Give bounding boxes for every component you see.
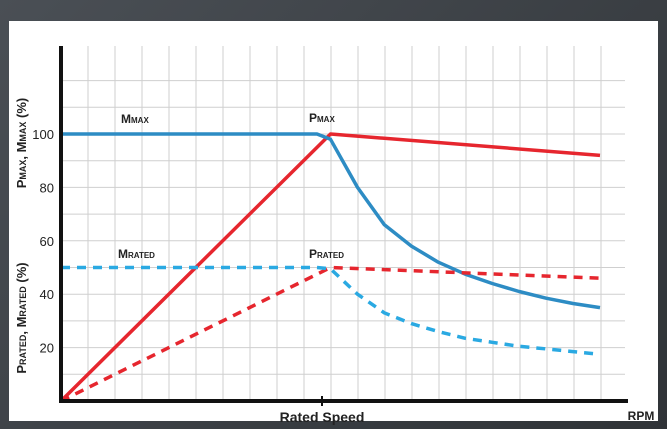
chart-panel bbox=[9, 21, 658, 421]
axes bbox=[59, 46, 628, 406]
y-axis-label-bottom: PRATED, MRATED (%) bbox=[14, 262, 29, 373]
y-axis-label-top: PMAX, MMAX (%) bbox=[14, 98, 29, 189]
annotation-p-max: PMAX bbox=[309, 111, 335, 125]
series-line-0 bbox=[59, 132, 601, 403]
annotation-p-rated: PRATED bbox=[309, 247, 344, 261]
x-axis-label: Rated Speed bbox=[280, 409, 365, 425]
y-tick-label: 100 bbox=[32, 127, 54, 142]
y-tick-label: 60 bbox=[40, 234, 54, 249]
annotation-m-rated: MRATED bbox=[118, 247, 155, 261]
y-tick-label: 20 bbox=[40, 341, 54, 356]
annotation-m-max: MMAX bbox=[121, 112, 149, 126]
y-tick-label: 80 bbox=[40, 180, 54, 195]
y-tick-labels: 20 40 60 80 100 bbox=[32, 127, 54, 356]
series-line-2 bbox=[60, 265, 601, 403]
y-tick-label: 40 bbox=[40, 287, 54, 302]
x-axis-unit: RPM bbox=[628, 409, 655, 423]
series-line-1 bbox=[61, 132, 601, 310]
series-layer bbox=[59, 132, 601, 403]
